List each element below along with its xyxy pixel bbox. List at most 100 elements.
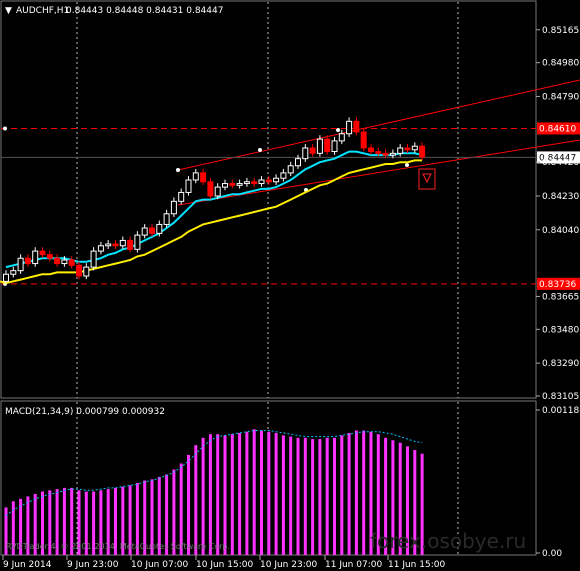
macd-bar [150,479,154,555]
candle-body [411,145,418,151]
current-price-tag [537,151,580,164]
candle-body [287,165,294,174]
candle-body [119,239,126,247]
macd-bar [216,434,220,555]
macd-bar [84,491,88,555]
candle-body [404,147,411,151]
macd-bar [296,437,300,555]
macd-bar [406,446,409,555]
macd-bar [55,489,59,555]
candle-body [309,147,316,154]
x-tick-label: 9 Jun 2014 [3,560,52,570]
symbol-label: AUDCHF,H1 [16,6,69,16]
candle-body [149,227,155,234]
macd-bar [260,430,263,555]
watermark: forex.osobye.ru [370,529,526,553]
y-tick-label: 0.83105 [542,392,579,402]
channel-lower-line [177,139,580,206]
candle-body [368,147,374,153]
candle-body [229,183,236,186]
candle-body [90,250,97,268]
x-tick-label: 10 Jun 23:00 [260,560,317,570]
macd-tick-label: 0.00 [542,549,562,559]
candle-body [397,147,404,154]
macd-bar [369,431,373,555]
channel-anchor [405,163,409,167]
candle-body [302,147,309,160]
candle-body [141,227,148,236]
candle-body [273,177,280,183]
candle-body [353,120,360,133]
x-tick-label: 11 Jun 15:00 [388,560,445,570]
macd-bar [11,501,15,555]
candle-body [295,158,301,167]
fast-ma-line [5,150,423,269]
candle-body [39,250,46,256]
level-price-tag [537,277,580,290]
macd-bar [4,507,8,555]
macd-bar [99,490,103,555]
moving-averages [0,150,423,285]
macd-bar [391,440,395,555]
macd-bar [70,487,74,555]
level-price-label: 0.84610 [539,124,576,134]
candle-body [112,243,119,247]
x-tick-label: 10 Jun 07:00 [131,560,188,570]
candle-body [419,145,426,158]
macd-bar [106,489,110,555]
y-tick-label: 0.83665 [542,292,579,302]
candle-body [46,254,53,259]
horizontal-levels[interactable]: 0.84610 0.83736 0.84447 [1,122,580,290]
copyright-text: RVDTrader 4, © 2001-2014, MetaQuotes Sof… [6,542,230,551]
channel-anchor [258,148,262,152]
macd-bar [376,434,380,555]
level-anchor [3,126,7,131]
macd-bar [157,476,161,555]
y-tick-label: 0.84040 [542,226,579,236]
channel-anchor [336,128,340,132]
macd-bar [413,450,417,555]
candle-body [170,200,177,215]
y-tick-label: 0.83290 [542,359,579,369]
macd-bar [179,463,183,555]
macd-bar [340,435,344,555]
price-axis: 0.85165 0.84980 0.84790 0.84420 0.84230 0.840… [536,26,580,559]
candle-body [185,179,192,193]
macd-bar [194,445,198,555]
candles [3,117,426,285]
macd-bar [354,430,358,555]
y-tick-label: 0.85165 [542,26,579,36]
macd-bar [347,432,351,555]
regression-channel[interactable] [176,79,580,206]
macd-bar [26,496,30,555]
x-tick-label: 9 Jun 23:00 [67,560,119,570]
y-tick-label: 0.84980 [542,59,579,69]
macd-signal-line [5,430,423,517]
candle-body [156,223,163,234]
macd-bar [230,434,234,555]
level-price-tag [537,122,580,135]
candle-body [258,179,265,185]
macd-bar [420,453,424,555]
macd-bar [362,430,366,555]
channel-upper-line [177,79,580,171]
candle-body [280,172,287,179]
price-grid [76,2,459,398]
candle-body [214,186,221,197]
x-tick-label: 11 Jun 07:00 [325,560,382,570]
candle-body [316,138,323,154]
macd-bar [143,480,147,555]
candle-body [251,181,258,185]
channel-anchor [176,168,180,172]
quote-values: 0.84443 0.84448 0.84431 0.84447 [66,6,223,16]
level-price-label: 0.83736 [539,280,576,290]
sell-arrow-icon[interactable] [418,168,436,190]
macd-bar [274,432,278,555]
candle-body [375,151,382,154]
macd-bar [208,434,212,555]
macd-bar [289,436,293,555]
candle-body [207,181,214,197]
macd-bar [128,485,132,555]
macd-bar [114,487,117,555]
